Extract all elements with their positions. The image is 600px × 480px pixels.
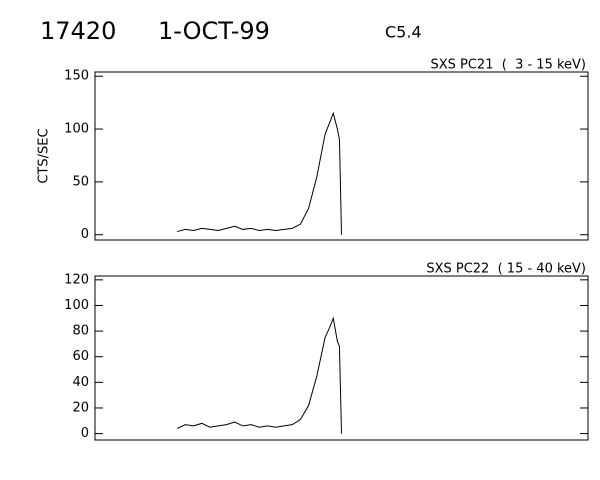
light-curve xyxy=(176,316,342,434)
y-tick-label: 20 xyxy=(72,400,89,415)
y-tick-label: 40 xyxy=(72,375,89,390)
flare-class: C5.4 xyxy=(385,23,422,42)
y-tick-label: 50 xyxy=(72,174,89,189)
light-curve xyxy=(177,111,342,235)
y-tick-label: 0 xyxy=(81,227,89,242)
event-date: 1-OCT-99 xyxy=(158,17,270,45)
y-tick-label: 120 xyxy=(64,272,89,287)
plot-frame xyxy=(94,71,589,241)
y-tick-label: 0 xyxy=(81,426,89,441)
plot-frame xyxy=(94,275,589,441)
channel-label: SXS PC21 ( 3 - 15 keV) xyxy=(430,58,586,73)
y-tick-label: 100 xyxy=(64,122,89,137)
y-tick-label: 150 xyxy=(64,69,89,84)
channel-label: SXS PC22 ( 15 - 40 keV) xyxy=(426,262,586,277)
y-tick-label: 60 xyxy=(72,349,89,364)
y-tick-label: 100 xyxy=(64,298,89,313)
y-axis-label: CTS/SEC xyxy=(37,128,52,183)
event-id: 17420 xyxy=(40,17,116,45)
y-tick-label: 80 xyxy=(72,324,89,339)
